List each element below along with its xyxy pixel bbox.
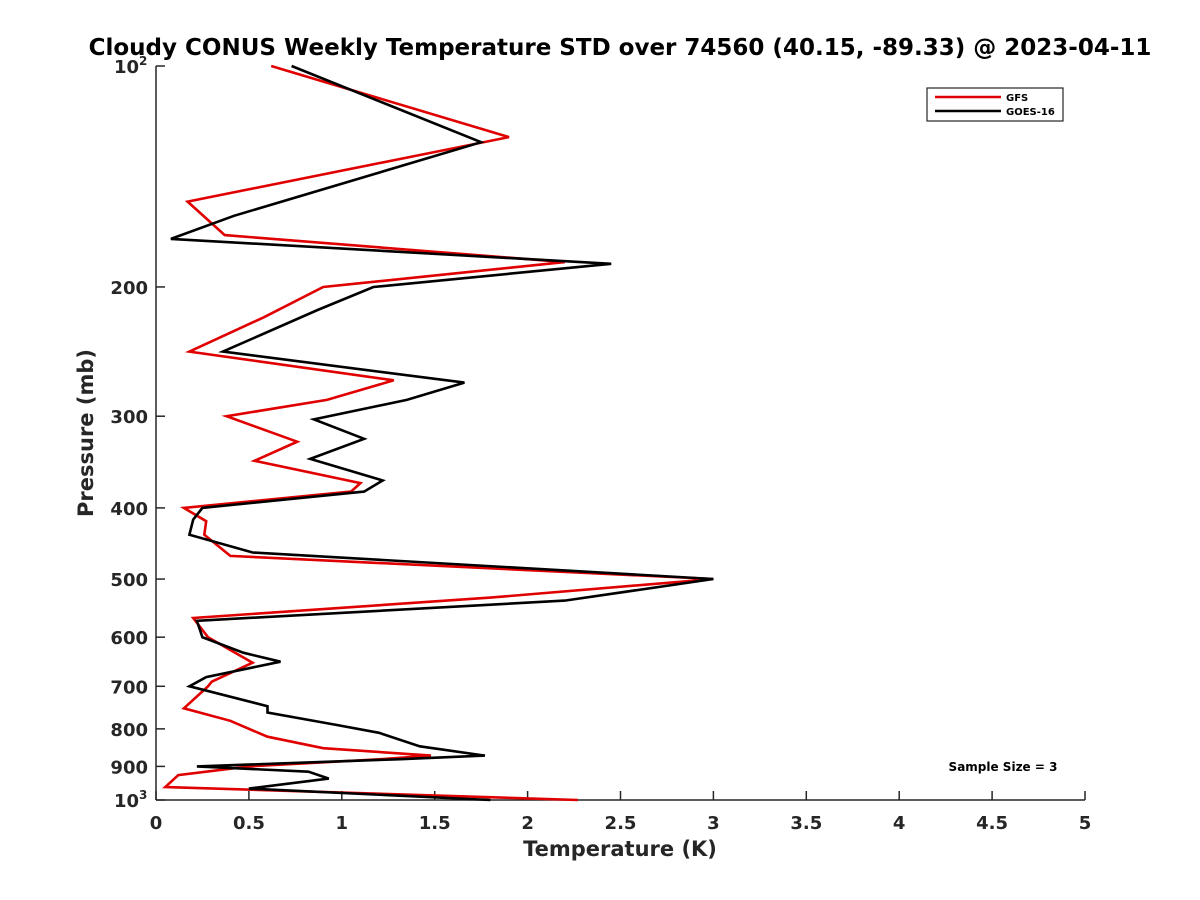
x-tick-label: 4 (893, 813, 906, 834)
y-tick-label: 10 (114, 57, 139, 78)
legend-entry-label: GOES-16 (1006, 107, 1055, 118)
y-tick-label: 700 (110, 677, 148, 698)
y-tick-label: 300 (110, 407, 148, 428)
y-tick-label: 400 (110, 499, 148, 520)
sample-size-annotation: Sample Size = 3 (949, 760, 1058, 774)
axes: 0 0.5 1 1.5 2 2.5 3 3.5 4 4.5 510 22003004005006007… (110, 54, 1091, 834)
series-layer (162, 64, 714, 802)
y-tick-label: 500 (110, 570, 148, 591)
x-tick-label: 0.5 (233, 813, 265, 834)
y-tick-label: 10 (114, 791, 139, 812)
x-axis-label: Temperature (K) (523, 837, 717, 861)
x-tick-label: 2 (521, 813, 534, 834)
x-tick-label: 3.5 (790, 813, 822, 834)
y-tick-label: 900 (110, 757, 148, 778)
x-tick-label: 5 (1079, 813, 1092, 834)
series-line-gfs (162, 64, 714, 802)
y-tick-label: 600 (110, 628, 148, 649)
legend-entry-label: GFS (1006, 93, 1028, 104)
chart-title: Cloudy CONUS Weekly Temperature STD over… (89, 35, 1152, 61)
series-line-goes-16 (170, 64, 714, 802)
x-tick-label: 0 (150, 813, 163, 834)
x-tick-label: 3 (707, 813, 720, 834)
x-tick-label: 1.5 (419, 813, 451, 834)
legend-box (926, 87, 1064, 122)
y-tick-label: 800 (110, 720, 148, 741)
y-tick-label: 200 (110, 278, 148, 299)
x-tick-label: 4.5 (976, 813, 1008, 834)
legend: GFS GOES-16 (926, 87, 1064, 122)
y-tick-exponent: 3 (139, 788, 147, 802)
y-axis-label: Pressure (mb) (74, 349, 98, 517)
y-tick-exponent: 2 (139, 54, 147, 68)
x-tick-label: 2.5 (605, 813, 637, 834)
x-tick-label: 1 (336, 813, 349, 834)
